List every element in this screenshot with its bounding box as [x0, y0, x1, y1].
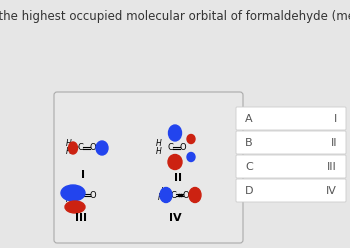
Text: C: C — [167, 144, 173, 153]
Text: H: H — [156, 139, 162, 149]
Text: IV: IV — [326, 186, 337, 195]
Ellipse shape — [65, 201, 85, 213]
FancyBboxPatch shape — [54, 92, 243, 243]
Text: II: II — [330, 137, 337, 148]
Ellipse shape — [189, 187, 201, 203]
Ellipse shape — [168, 125, 182, 141]
Text: C: C — [170, 190, 176, 199]
Ellipse shape — [160, 187, 172, 203]
Text: H: H — [66, 139, 72, 149]
Text: O: O — [183, 190, 189, 199]
Text: A: A — [245, 114, 253, 124]
Text: O: O — [180, 144, 186, 153]
Text: III: III — [75, 213, 87, 223]
Ellipse shape — [187, 134, 195, 144]
Text: H: H — [158, 192, 164, 201]
Text: O: O — [90, 190, 96, 199]
Text: D: D — [245, 186, 253, 195]
Text: H: H — [66, 194, 72, 204]
FancyBboxPatch shape — [236, 179, 346, 202]
Text: O: O — [90, 144, 96, 153]
Text: H: H — [156, 148, 162, 156]
Ellipse shape — [187, 153, 195, 161]
FancyBboxPatch shape — [236, 155, 346, 178]
Ellipse shape — [96, 141, 108, 155]
Text: C: C — [77, 190, 83, 199]
Text: C: C — [77, 144, 83, 153]
Text: I: I — [334, 114, 337, 124]
Text: II: II — [174, 173, 182, 183]
Text: H: H — [66, 148, 72, 156]
Text: III: III — [327, 161, 337, 172]
Text: IV: IV — [169, 213, 181, 223]
FancyBboxPatch shape — [236, 107, 346, 130]
Text: I: I — [81, 170, 85, 180]
Ellipse shape — [168, 155, 182, 169]
FancyBboxPatch shape — [236, 131, 346, 154]
Ellipse shape — [61, 185, 85, 201]
Text: B: B — [245, 137, 253, 148]
Text: C: C — [245, 161, 253, 172]
Text: H: H — [66, 186, 72, 195]
Text: H: H — [161, 186, 167, 195]
Text: Identify the highest occupied molecular orbital of formaldehyde (methanal).: Identify the highest occupied molecular … — [0, 10, 350, 23]
Ellipse shape — [69, 142, 77, 154]
